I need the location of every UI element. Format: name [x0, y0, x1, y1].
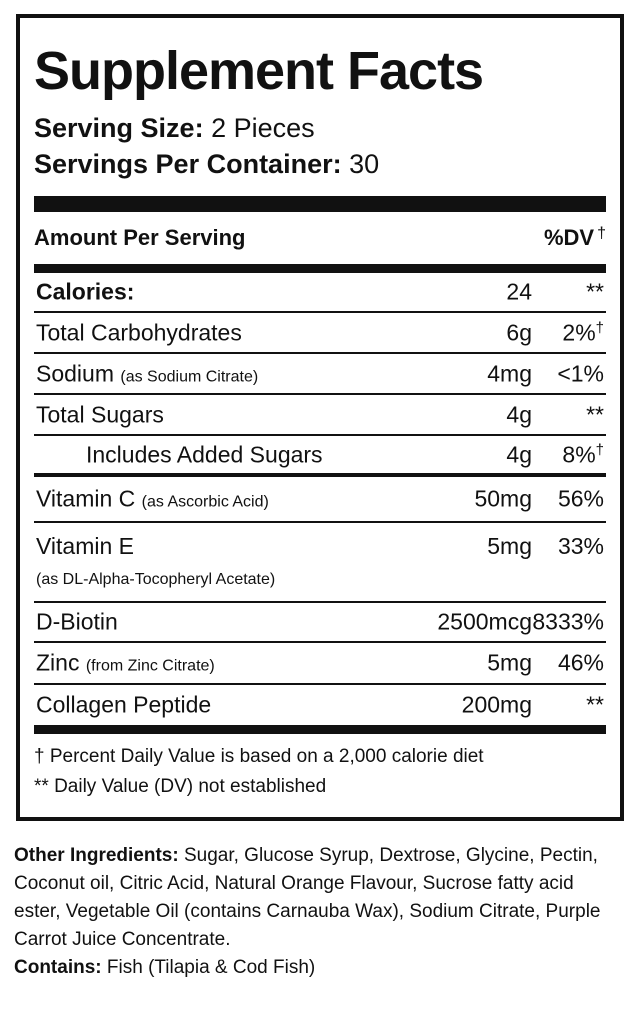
medium-divider [34, 264, 606, 273]
nutrient-dv: 46% [558, 650, 604, 677]
nutrient-name: Zinc (from Zinc Citrate) [36, 650, 215, 677]
nutrient-name: D-Biotin [36, 608, 118, 635]
nutrient-name-text: Sodium [36, 360, 114, 386]
nutrient-name: Includes Added Sugars [86, 441, 323, 467]
panel-title: Supplement Facts [34, 41, 484, 101]
dv-header: %DV † [544, 225, 606, 251]
nutrient-row: Sodium (as Sodium Citrate) 4mg <1% [34, 354, 606, 395]
nutrient-dv: ** [586, 279, 604, 306]
nutrient-amount: 5mg [487, 533, 532, 559]
other-ingredients-text: Sugar, Glucose Syrup, Dextrose, Glycine,… [14, 845, 601, 950]
nutrient-amount: 4g [506, 401, 532, 427]
contains-text: Fish (Tilapia & Cod Fish) [106, 957, 316, 978]
dagger-mark: † [595, 319, 604, 336]
nutrient-row: Total Sugars 4g ** [34, 395, 606, 436]
nutrient-amount: 4mg [487, 360, 532, 386]
nutrient-row: Total Carbohydrates 6g 2%† [34, 313, 606, 354]
nutrient-dv-value: ** [586, 278, 604, 305]
nutrient-note: (as Ascorbic Acid) [141, 493, 269, 511]
nutrient-name: Total Sugars [36, 401, 164, 427]
amount-header: Amount Per Serving %DV † [34, 212, 606, 264]
nutrient-dv-value: ** [586, 691, 604, 718]
nutrient-name: Collagen Peptide [36, 691, 212, 718]
nutrient-dv: <1% [557, 360, 604, 387]
serving-size: Serving Size: 2 Pieces [34, 110, 606, 146]
contains-label: Contains: [14, 957, 102, 978]
nutrient-dv-value: 56% [557, 485, 604, 512]
other-ingredients: Other Ingredients: Sugar, Glucose Syrup,… [14, 842, 614, 954]
nutrient-name: Vitamin E [36, 533, 135, 559]
nutrient-amount: 200mg [461, 691, 532, 718]
nutrient-row: Vitamin C (as Ascorbic Acid) 50mg 56% [34, 477, 606, 523]
serving-size-label: Serving Size: [34, 113, 204, 143]
dv-header-label: %DV [543, 225, 595, 250]
nutrient-dv: 56% [558, 486, 604, 513]
nutrient-amount: 2500mcg [437, 608, 532, 635]
nutrient-amount: 6g [506, 319, 532, 345]
nutrient-dv: 33% [558, 533, 604, 560]
servings-per-container-value: 30 [349, 149, 380, 179]
nutrient-amount: 24 [506, 278, 532, 305]
nutrient-row: Includes Added Sugars 4g 8%† [34, 436, 606, 477]
nutrient-dv-value: 33% [557, 533, 604, 559]
nutrient-dv: ** [586, 692, 604, 719]
nutrient-dv-value: 2% [562, 319, 596, 345]
supplement-facts-panel: Supplement Facts Serving Size: 2 Pieces … [16, 14, 624, 821]
nutrient-name: Vitamin C (as Ascorbic Acid) [36, 486, 269, 513]
nutrient-row: Vitamin E (as DL-Alpha-Tocopheryl Acetat… [34, 523, 606, 603]
servings-per-container-label: Servings Per Container: [34, 149, 342, 179]
dv-header-mark: † [597, 225, 606, 242]
nutrient-note: (from Zinc Citrate) [85, 657, 215, 675]
nutrient-dv-value: <1% [557, 360, 604, 386]
nutrient-dv-value: 8333% [532, 608, 604, 635]
serving-size-value: 2 Pieces [211, 113, 315, 143]
thick-divider [34, 196, 606, 212]
nutrient-row: Collagen Peptide 200mg ** [34, 685, 606, 725]
nutrient-note: (as Sodium Citrate) [120, 368, 259, 385]
nutrient-name: Sodium (as Sodium Citrate) [36, 360, 258, 387]
nutrient-dv: 2%† [562, 319, 604, 346]
footnote-dagger: † Percent Daily Value is based on a 2,00… [34, 746, 484, 767]
dagger-mark: † [595, 441, 604, 458]
nutrient-name-text: Zinc [36, 649, 80, 676]
nutrient-row: Zinc (from Zinc Citrate) 5mg 46% [34, 643, 606, 685]
nutrient-dv-value: ** [586, 401, 604, 427]
bottom-divider [34, 725, 606, 734]
ingredients-section: Other Ingredients: Sugar, Glucose Syrup,… [14, 842, 614, 982]
nutrient-row: D-Biotin 2500mcg 8333% [34, 603, 606, 643]
nutrient-name: Calories: [36, 278, 135, 305]
footnotes: † Percent Daily Value is based on a 2,00… [34, 742, 606, 802]
servings-per-container: Servings Per Container: 30 [34, 146, 606, 182]
nutrient-amount: 5mg [487, 649, 532, 676]
nutrient-dv-value: 46% [557, 649, 604, 676]
nutrient-dv-value: 8% [562, 441, 596, 467]
nutrient-amount: 4g [506, 441, 532, 467]
nutrient-note: (as DL-Alpha-Tocopheryl Acetate) [36, 571, 276, 588]
footnote-double-star: ** Daily Value (DV) not established [34, 776, 327, 797]
nutrient-dv: ** [586, 401, 604, 428]
nutrient-amount: 50mg [474, 485, 532, 512]
nutrient-dv: 8333% [532, 609, 604, 636]
amount-per-serving-label: Amount Per Serving [34, 225, 246, 250]
other-ingredients-label: Other Ingredients: [14, 845, 179, 866]
nutrient-row: Calories: 24 ** [34, 273, 606, 313]
nutrient-name-text: Vitamin C [36, 485, 136, 512]
nutrient-name: Total Carbohydrates [36, 319, 242, 345]
nutrient-dv: 8%† [562, 441, 604, 468]
contains: Contains: Fish (Tilapia & Cod Fish) [14, 954, 614, 982]
